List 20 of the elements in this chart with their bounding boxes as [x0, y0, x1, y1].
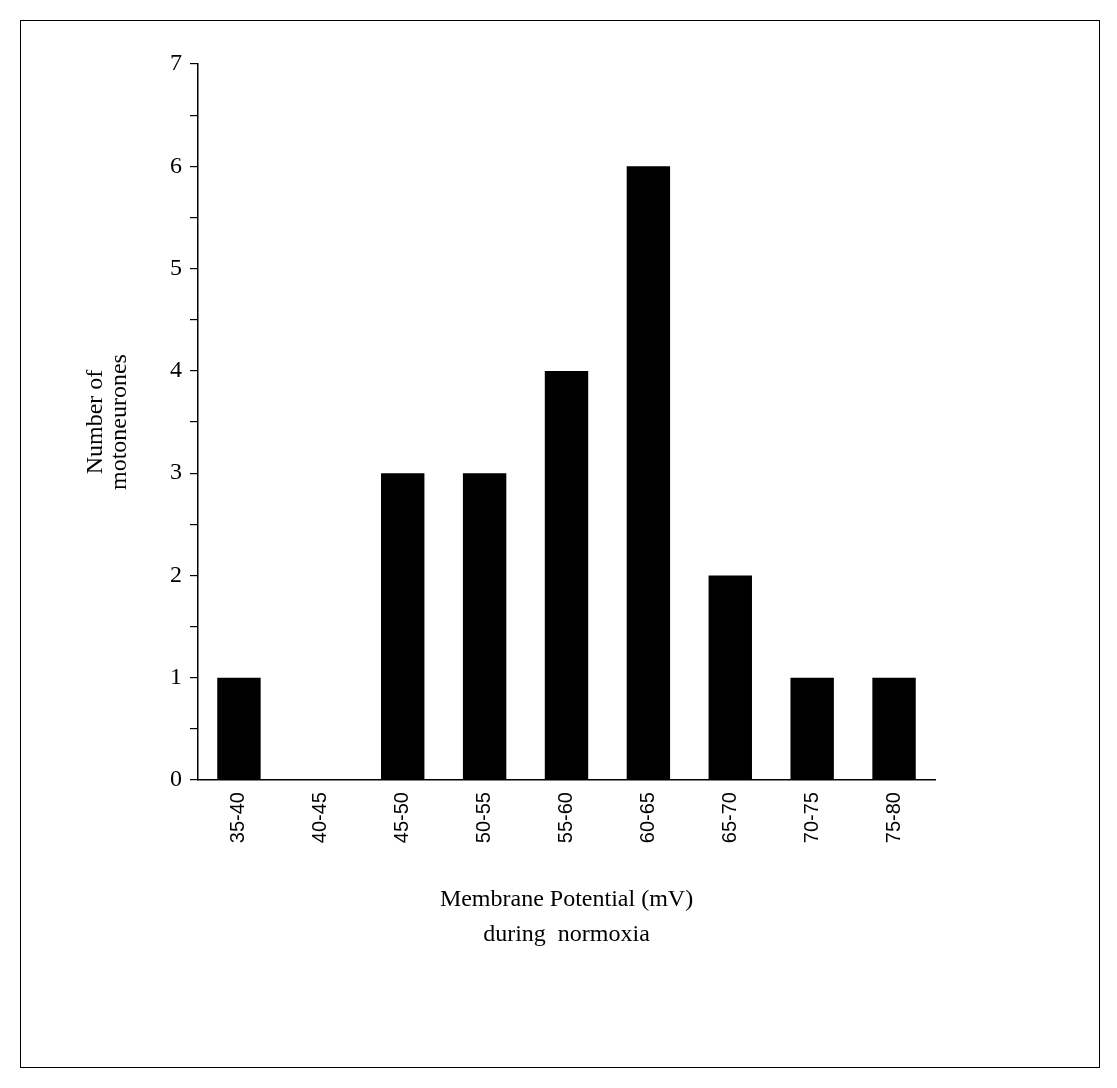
x-tick-label: 65-70: [717, 792, 740, 844]
x-tick-label: 55-60: [554, 792, 577, 844]
y-tick-label: 5: [170, 253, 182, 280]
x-tick-label: 70-75: [799, 792, 822, 844]
x-tick-label: 40-45: [308, 792, 331, 844]
text: during normoxia: [483, 920, 651, 947]
x-tick-label: 45-50: [390, 792, 413, 844]
x-tick-label: 60-65: [635, 792, 658, 844]
y-tick-label: 2: [170, 560, 182, 587]
y-tick-label: 3: [170, 458, 182, 485]
x-tick-label: 50-55: [472, 792, 495, 844]
y-tick-label: 4: [170, 356, 182, 383]
x-tick-label: 35-40: [226, 792, 249, 844]
y-tick-label: 7: [170, 49, 182, 76]
y-tick-label: 6: [170, 151, 182, 178]
y-axis-title: Number of motoneurones: [81, 354, 132, 491]
y-tick-label: 0: [170, 765, 182, 792]
y-tick-label: 1: [170, 663, 182, 690]
x-axis-title: Membrane Potential (mV): [439, 884, 694, 911]
x-tick-label: 75-80: [881, 792, 904, 844]
